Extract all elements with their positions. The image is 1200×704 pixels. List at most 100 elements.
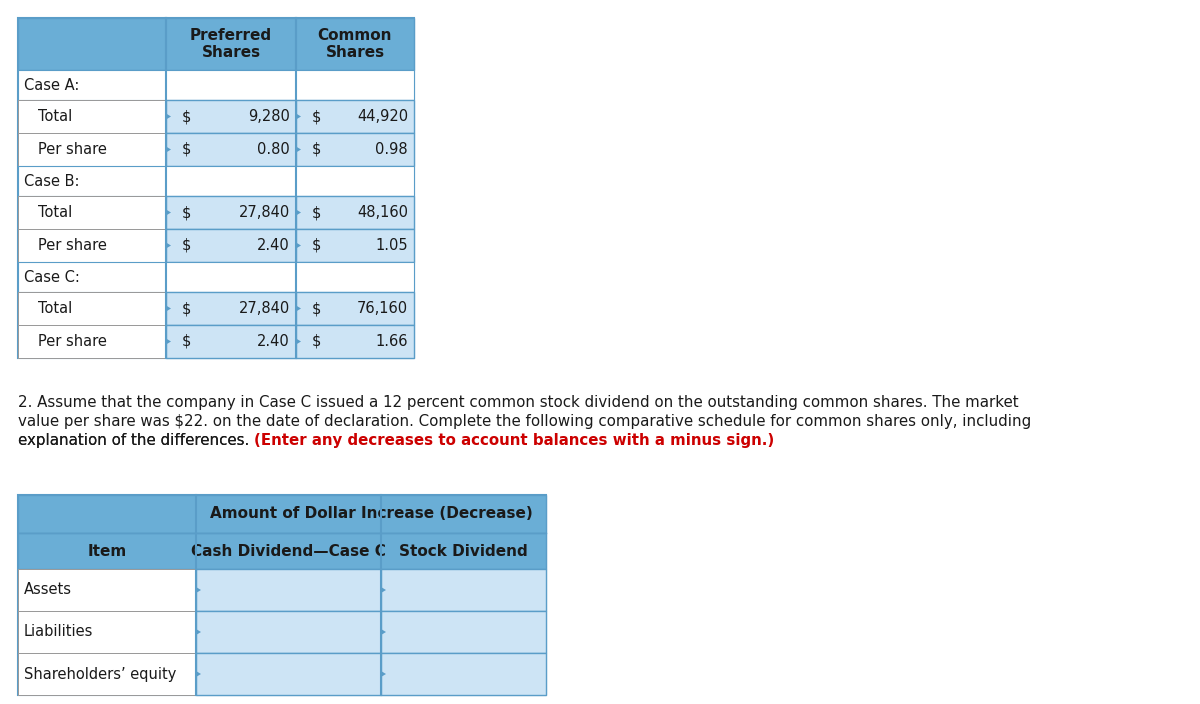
Bar: [196, 611, 382, 653]
Text: 2.40: 2.40: [257, 238, 290, 253]
Text: Cash Dividend—Case C: Cash Dividend—Case C: [191, 543, 386, 558]
Polygon shape: [166, 113, 172, 120]
Bar: [18, 196, 166, 229]
Text: Assets: Assets: [24, 582, 72, 598]
Text: 9,280: 9,280: [248, 109, 290, 124]
Bar: [18, 262, 414, 292]
Text: 44,920: 44,920: [356, 109, 408, 124]
Text: Per share: Per share: [38, 334, 107, 349]
Text: Total: Total: [38, 205, 72, 220]
Text: Total: Total: [38, 109, 72, 124]
Bar: [18, 70, 414, 100]
Text: $: $: [312, 301, 322, 316]
Text: $: $: [182, 142, 191, 157]
Bar: [296, 100, 414, 133]
Polygon shape: [166, 306, 172, 311]
Polygon shape: [382, 587, 386, 593]
Bar: [18, 100, 166, 133]
Text: value per share was $22. on the date of declaration. Complete the following comp: value per share was $22. on the date of …: [18, 414, 1031, 429]
Text: Shareholders’ equity: Shareholders’ equity: [24, 667, 176, 681]
Bar: [18, 133, 166, 166]
Polygon shape: [196, 629, 202, 635]
Polygon shape: [382, 671, 386, 677]
Text: Case A:: Case A:: [24, 77, 79, 92]
Bar: [18, 18, 414, 70]
Bar: [18, 611, 196, 653]
Bar: [18, 653, 196, 695]
Text: $: $: [182, 238, 191, 253]
Bar: [166, 292, 296, 325]
Bar: [18, 18, 414, 358]
Bar: [296, 325, 414, 358]
Text: $: $: [312, 334, 322, 349]
Polygon shape: [196, 587, 202, 593]
Bar: [18, 495, 546, 695]
Polygon shape: [296, 242, 301, 249]
Text: 1.05: 1.05: [376, 238, 408, 253]
Text: Per share: Per share: [38, 142, 107, 157]
Text: Preferred
Shares: Preferred Shares: [190, 27, 272, 61]
Bar: [18, 495, 546, 533]
Bar: [18, 325, 166, 358]
Polygon shape: [382, 629, 386, 635]
Text: 27,840: 27,840: [239, 301, 290, 316]
Polygon shape: [296, 113, 301, 120]
Polygon shape: [296, 306, 301, 311]
Text: 0.80: 0.80: [257, 142, 290, 157]
Text: Case C:: Case C:: [24, 270, 80, 284]
Text: Total: Total: [38, 301, 72, 316]
Bar: [166, 325, 296, 358]
Polygon shape: [196, 671, 202, 677]
Text: (Enter any decreases to account balances with a minus sign.): (Enter any decreases to account balances…: [254, 433, 774, 448]
Bar: [166, 100, 296, 133]
Text: Per share: Per share: [38, 238, 107, 253]
Bar: [296, 133, 414, 166]
Bar: [18, 533, 546, 569]
Text: Liabilities: Liabilities: [24, 624, 94, 639]
Text: $: $: [312, 238, 322, 253]
Text: $: $: [182, 205, 191, 220]
Bar: [296, 292, 414, 325]
Polygon shape: [296, 146, 301, 153]
Text: Common
Shares: Common Shares: [318, 27, 392, 61]
Polygon shape: [166, 339, 172, 344]
Bar: [296, 229, 414, 262]
Text: $: $: [312, 142, 322, 157]
Bar: [18, 292, 166, 325]
Bar: [382, 569, 546, 611]
Bar: [196, 653, 382, 695]
Text: Amount of Dollar Increase (Decrease): Amount of Dollar Increase (Decrease): [210, 506, 533, 522]
Text: $: $: [182, 301, 191, 316]
Text: Case B:: Case B:: [24, 173, 79, 189]
Text: explanation of the differences.: explanation of the differences.: [18, 433, 254, 448]
Text: 27,840: 27,840: [239, 205, 290, 220]
Text: 2. Assume that the company in Case C issued a 12 percent common stock dividend o: 2. Assume that the company in Case C iss…: [18, 395, 1019, 410]
Text: explanation of the differences.: explanation of the differences.: [18, 433, 254, 448]
Bar: [166, 229, 296, 262]
Bar: [18, 166, 414, 196]
Text: 48,160: 48,160: [358, 205, 408, 220]
Bar: [382, 611, 546, 653]
Text: 76,160: 76,160: [356, 301, 408, 316]
Text: $: $: [182, 109, 191, 124]
Polygon shape: [296, 210, 301, 215]
Bar: [18, 569, 196, 611]
Bar: [166, 196, 296, 229]
Polygon shape: [166, 210, 172, 215]
Bar: [196, 569, 382, 611]
Text: Item: Item: [88, 543, 127, 558]
Polygon shape: [296, 339, 301, 344]
Text: 2.40: 2.40: [257, 334, 290, 349]
Bar: [382, 653, 546, 695]
Text: 0.98: 0.98: [376, 142, 408, 157]
Text: Stock Dividend: Stock Dividend: [400, 543, 528, 558]
Text: $: $: [312, 109, 322, 124]
Polygon shape: [166, 146, 172, 153]
Bar: [166, 133, 296, 166]
Polygon shape: [166, 242, 172, 249]
Text: $: $: [182, 334, 191, 349]
Text: $: $: [312, 205, 322, 220]
Bar: [18, 229, 166, 262]
Text: 1.66: 1.66: [376, 334, 408, 349]
Bar: [296, 196, 414, 229]
